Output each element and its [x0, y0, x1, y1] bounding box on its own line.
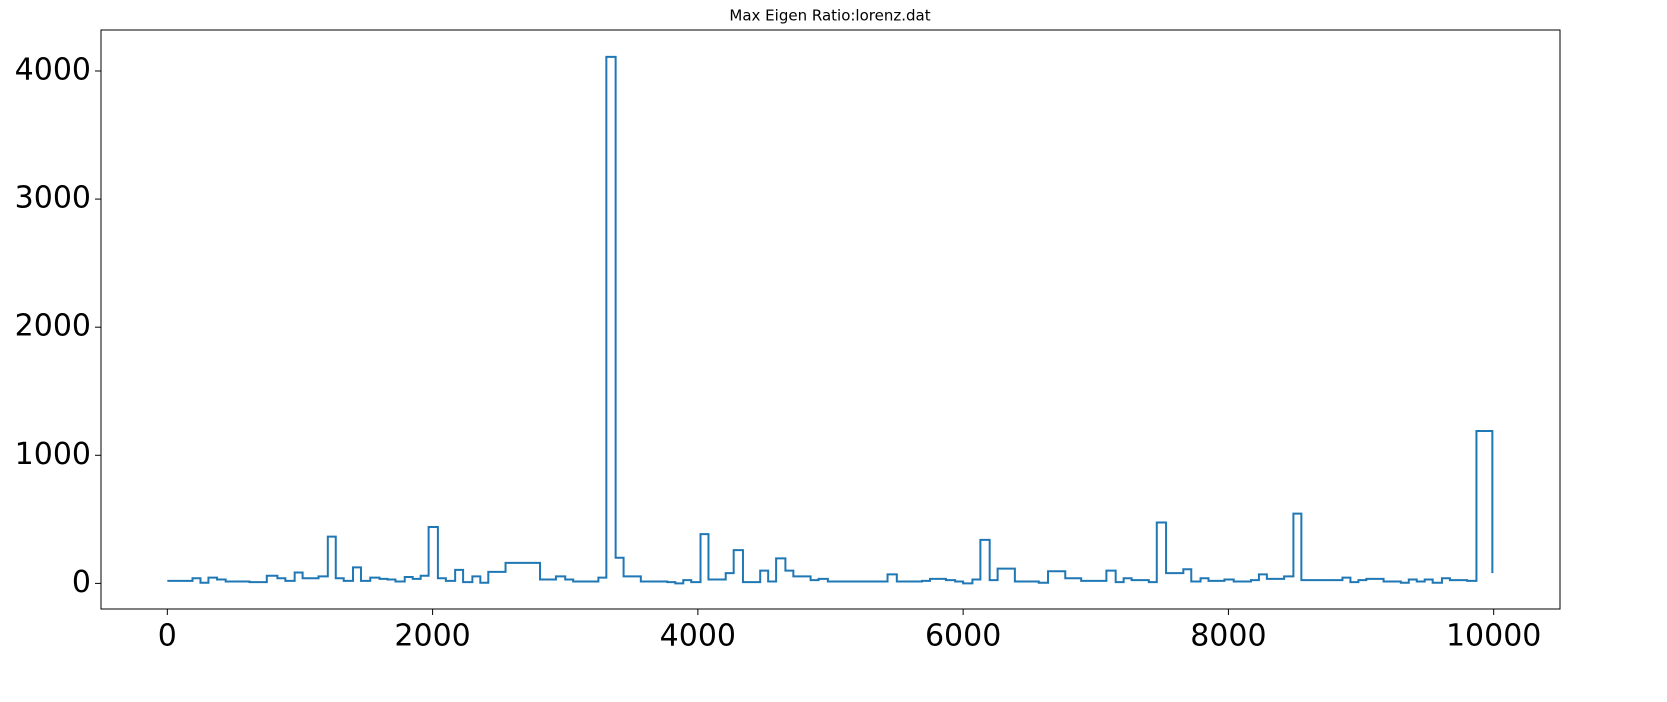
- x-tick-label: 8000: [1190, 619, 1266, 654]
- y-tick-label: 0: [72, 565, 91, 600]
- y-tick-label: 4000: [15, 52, 91, 87]
- y-tick-label: 2000: [15, 309, 91, 344]
- y-tick-label: 1000: [15, 437, 91, 472]
- y-tick-label: 3000: [15, 181, 91, 216]
- x-tick-label: 6000: [925, 619, 1001, 654]
- x-tick-label: 0: [158, 619, 177, 654]
- x-tick-label: 4000: [660, 619, 736, 654]
- step-line: [167, 55, 1494, 585]
- x-tick-label: 10000: [1446, 619, 1541, 654]
- plot-frame: [100, 29, 1561, 610]
- chart-title: Max Eigen Ratio:lorenz.dat: [729, 7, 930, 25]
- x-tick-label: 2000: [394, 619, 470, 654]
